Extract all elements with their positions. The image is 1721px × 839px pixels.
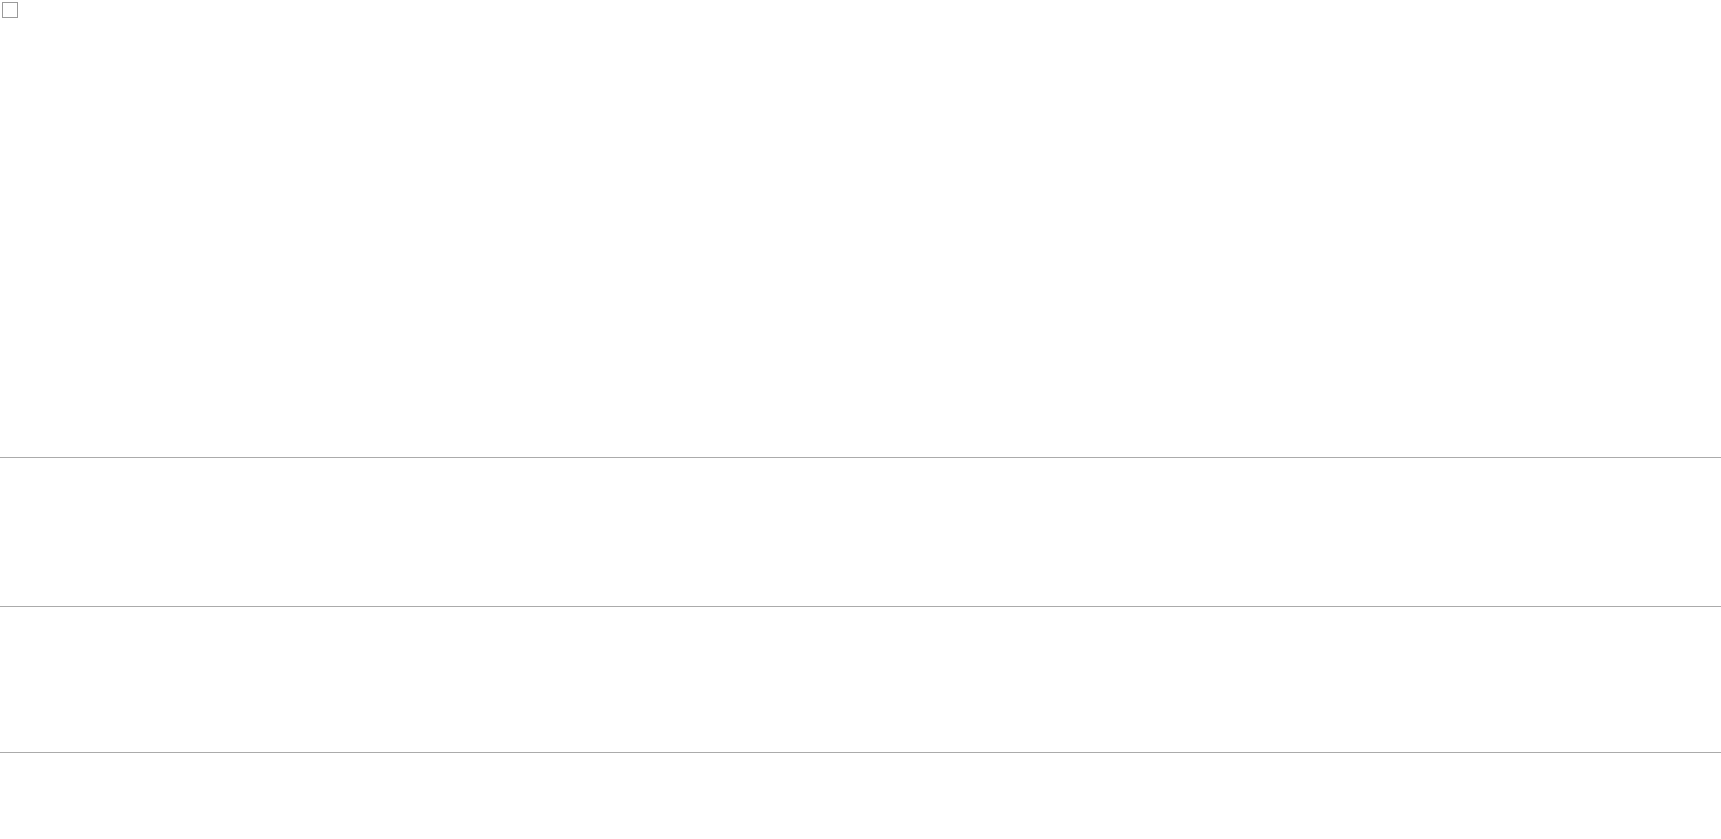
panel-splitter-rsi[interactable] (0, 606, 1721, 607)
symbol-info-bar (2, 2, 18, 18)
panel-splitter-timeaxis[interactable] (0, 752, 1721, 753)
panel-splitter-macd[interactable] (0, 457, 1721, 458)
